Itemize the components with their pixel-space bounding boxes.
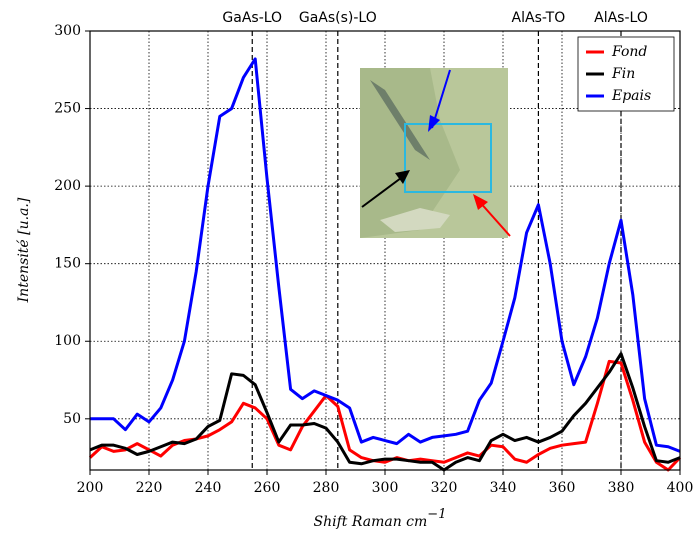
peak-label: AlAs-TO: [512, 10, 566, 26]
inset-image: [360, 68, 511, 238]
x-tick-label: 220: [136, 480, 163, 496]
peak-label: GaAs(s)-LO: [299, 10, 377, 26]
inset-arrow: [477, 199, 511, 237]
peak-label: GaAs-LO: [222, 10, 282, 26]
x-tick-label: 300: [372, 480, 399, 496]
y-tick-label: 100: [54, 333, 81, 349]
x-tick-label: 200: [77, 480, 104, 496]
y-axis-label: Intensité [u.a.]: [16, 197, 32, 303]
x-tick-label: 260: [254, 480, 281, 496]
inset-arrow: [361, 174, 406, 208]
peak-label: AlAs-LO: [594, 10, 648, 26]
inset-shade: [360, 68, 460, 238]
plot-frame: [89, 30, 681, 471]
x-axis-label: Shift Raman cm−1: [314, 507, 447, 531]
series-line: [88, 359, 682, 472]
legend-label: Fin: [611, 66, 635, 82]
x-label-superscript: −1: [427, 507, 446, 522]
series-line: [89, 352, 681, 472]
x-tick-label: 360: [549, 480, 576, 496]
legend-label: Epais: [611, 88, 651, 104]
series-line: [90, 57, 681, 453]
y-tick-label: 200: [54, 178, 81, 194]
inset-flake2: [380, 208, 450, 232]
y-tick-label: 300: [54, 23, 81, 39]
y-tick-label: 50: [63, 411, 81, 427]
inset-arrowhead: [428, 115, 440, 132]
legend-label: Fond: [611, 44, 647, 60]
inset-arrowhead: [473, 194, 488, 210]
x-tick-label: 280: [313, 480, 340, 496]
inset-flake: [370, 80, 430, 160]
x-tick-label: 400: [667, 480, 693, 496]
y-tick-label: 150: [54, 256, 81, 272]
inset-arrowhead: [395, 170, 410, 184]
x-tick-label: 320: [431, 480, 458, 496]
x-label-text: Shift Raman cm: [314, 514, 428, 530]
x-tick-label: 380: [608, 480, 635, 496]
inset-box: [404, 123, 492, 193]
x-tick-label: 340: [490, 480, 517, 496]
y-tick-label: 250: [54, 101, 81, 117]
x-tick-label: 240: [195, 480, 222, 496]
